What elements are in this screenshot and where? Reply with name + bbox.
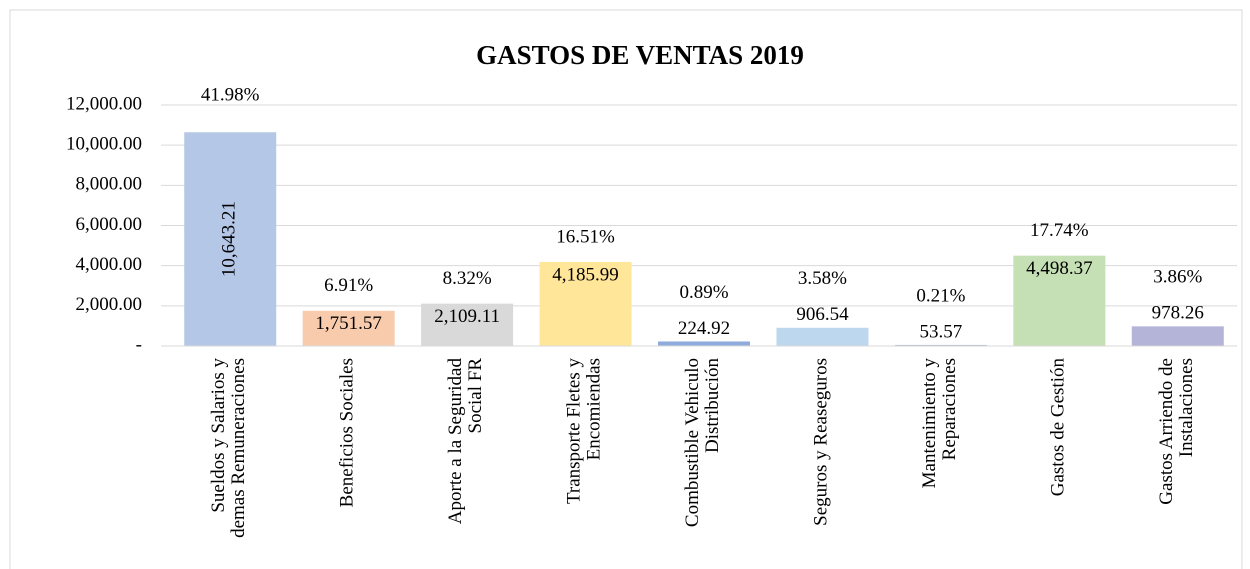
bar (1013, 255, 1106, 346)
share-label: 3.86% (1153, 267, 1202, 288)
x-tick-label: Mantenimiento yReparaciones (919, 358, 960, 489)
value-label: 10,643.21 (219, 201, 240, 277)
bar (421, 303, 514, 346)
y-tick-label: 4,000.00 (76, 254, 143, 275)
y-tick-label: 2,000.00 (76, 294, 143, 315)
x-tick-label: Gastos de Gestión (1048, 358, 1069, 497)
x-tick-label: Beneficios Sociales (337, 358, 358, 507)
value-label: 978.26 (1152, 303, 1204, 324)
y-tick-label: 10,000.00 (66, 134, 142, 155)
bar (184, 132, 277, 346)
value-label: 53.57 (920, 321, 963, 342)
share-label: 17.74% (1030, 220, 1089, 241)
chart-title: GASTOS DE VENTAS 2019 (476, 40, 804, 70)
share-label: 16.51% (556, 226, 615, 247)
x-tick-label: Combustible VehiculoDistribución (682, 358, 723, 528)
share-label: 0.89% (679, 282, 728, 303)
value-label: 2,109.11 (434, 306, 500, 327)
share-label: 3.58% (798, 268, 847, 289)
chart-border (9, 9, 1243, 569)
y-tick-label: 8,000.00 (76, 174, 143, 195)
value-label: 224.92 (678, 318, 730, 339)
bar (658, 341, 750, 346)
bar (894, 344, 987, 346)
bar (776, 327, 869, 346)
x-tick-label: Transporte Fletes yEncomiendas (564, 358, 605, 505)
x-tick-label: Aporte a la SeguridadSocial FR (445, 358, 486, 525)
value-label: 4,185.99 (552, 264, 619, 285)
share-label: 0.21% (916, 285, 965, 306)
x-tick-label: Seguros y Reaseguros (811, 358, 832, 526)
y-tick-label: 12,000.00 (66, 93, 142, 114)
x-tick-label: Gastos Arriendo deInstalaciones (1156, 358, 1197, 505)
y-tick-label: 6,000.00 (76, 214, 143, 235)
value-label: 4,498.37 (1026, 258, 1093, 279)
share-label: 6.91% (324, 275, 373, 296)
bar (302, 310, 395, 346)
share-label: 8.32% (443, 268, 492, 289)
bar (1131, 326, 1224, 346)
share-label: 41.98% (201, 85, 260, 106)
value-label: 1,751.57 (315, 313, 382, 334)
value-label: 906.54 (796, 304, 849, 325)
x-tick-label: Sueldos y Salarios ydemas Remuneraciones (209, 358, 250, 538)
bar (539, 261, 632, 346)
y-tick-label: - (136, 334, 142, 355)
